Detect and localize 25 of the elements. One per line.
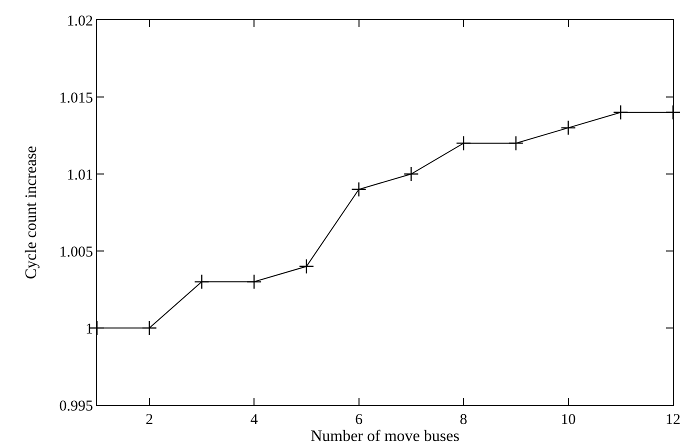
point — [404, 166, 419, 182]
x-tick-label: 8 — [460, 412, 468, 428]
point — [456, 136, 472, 151]
y-axis-title: Cycle count increase — [23, 146, 40, 280]
point — [351, 182, 366, 197]
y-tick-label: 1.015 — [59, 90, 93, 106]
point — [665, 104, 681, 120]
x-axis-title: Number of move buses — [310, 428, 460, 445]
y-tick-label: 1.01 — [66, 167, 93, 184]
y-tick-label: 0.995 — [59, 398, 93, 414]
point — [194, 274, 210, 290]
x-tick-label: 6 — [355, 412, 364, 428]
point — [613, 104, 628, 120]
point — [560, 120, 576, 136]
point — [298, 258, 314, 274]
point — [142, 320, 157, 336]
y-tick-label: 1.005 — [59, 244, 93, 260]
x-tick-label: 2 — [146, 412, 154, 428]
point — [508, 136, 524, 151]
y-tick-label: 1.02 — [66, 13, 93, 30]
x-tick-label: 10 — [560, 412, 576, 428]
point — [246, 274, 262, 290]
x-tick-label: 4 — [250, 412, 258, 428]
x-tick-label: 12 — [666, 412, 680, 428]
y-tick-label: 1 — [86, 321, 93, 338]
